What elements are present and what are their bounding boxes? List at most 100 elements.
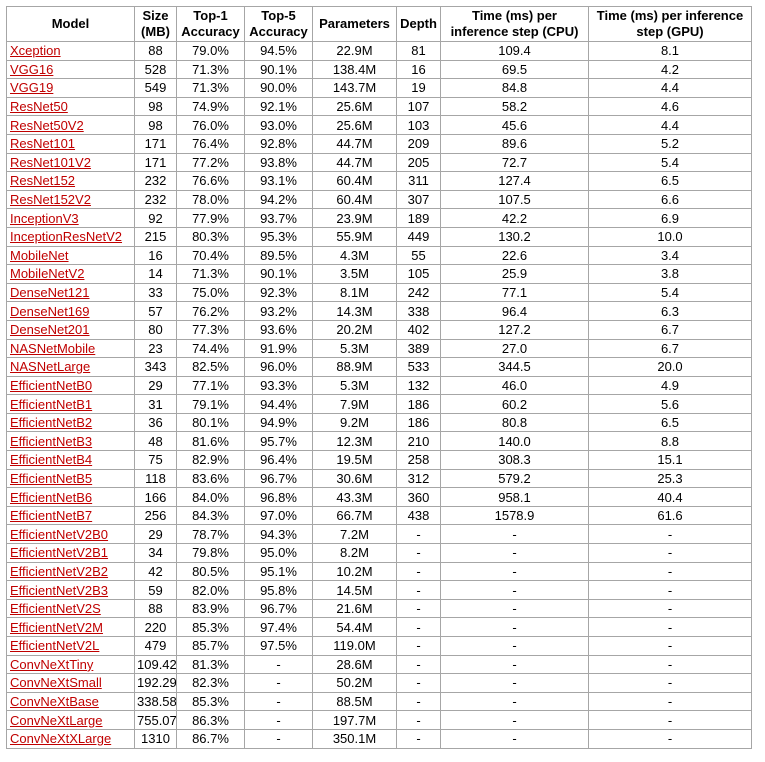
model-link[interactable]: EfficientNetB4 xyxy=(10,452,93,468)
table-row: EfficientNetV2B2 42 80.5% 95.1% 10.2M - - - xyxy=(6,561,752,582)
parameters-cell: 25.6M xyxy=(312,96,397,117)
depth-cell: - xyxy=(396,524,441,545)
parameters-cell: 143.7M xyxy=(312,78,397,98)
model-cell: InceptionResNetV2 xyxy=(6,226,135,247)
size-cell: 59 xyxy=(134,580,177,600)
table-row: EfficientNetV2B3 59 82.0% 95.8% 14.5M - - - xyxy=(6,580,752,600)
parameters-cell: 4.3M xyxy=(312,245,397,266)
model-cell: ConvNeXtTiny xyxy=(6,654,135,675)
table-body: Xception 88 79.0% 94.5% 22.9M 81 109.4 8.1 VGG16… xyxy=(6,41,752,749)
parameters-cell: 9.2M xyxy=(312,412,397,433)
model-link[interactable]: ResNet152V2 xyxy=(10,192,91,208)
model-cell: ConvNeXtSmall xyxy=(6,673,135,693)
model-link[interactable]: ResNet101 xyxy=(10,136,76,152)
model-link[interactable]: EfficientNetB7 xyxy=(10,508,93,524)
top1-accuracy-cell: 80.5% xyxy=(176,561,245,582)
depth-cell: - xyxy=(396,561,441,582)
model-cell: VGG16 xyxy=(6,59,135,80)
top5-accuracy-cell: 96.7% xyxy=(244,598,313,619)
cpu-time-cell: 958.1 xyxy=(440,487,589,507)
parameters-cell: 350.1M xyxy=(312,728,397,749)
model-link[interactable]: ResNet50V2 xyxy=(10,117,84,133)
model-link[interactable]: DenseNet201 xyxy=(10,322,90,338)
model-link[interactable]: EfficientNetB0 xyxy=(10,377,93,393)
cpu-time-cell: - xyxy=(440,617,589,637)
model-cell: InceptionV3 xyxy=(6,208,135,228)
gpu-time-cell: - xyxy=(588,580,752,600)
gpu-time-cell: 3.8 xyxy=(588,264,752,284)
top5-accuracy-cell: 93.7% xyxy=(244,208,313,228)
model-link[interactable]: Xception xyxy=(10,43,61,59)
top5-accuracy-cell: 97.4% xyxy=(244,617,313,637)
top1-accuracy-cell: 75.0% xyxy=(176,282,245,303)
gpu-time-cell: 6.6 xyxy=(588,189,752,210)
model-link[interactable]: ResNet152 xyxy=(10,173,76,189)
cpu-time-cell: 77.1 xyxy=(440,282,589,303)
model-link[interactable]: EfficientNetV2B2 xyxy=(10,563,109,579)
model-link[interactable]: ConvNeXtTiny xyxy=(10,656,94,672)
size-cell: 171 xyxy=(134,152,177,173)
top1-accuracy-cell: 78.0% xyxy=(176,189,245,210)
model-cell: EfficientNetV2B3 xyxy=(6,580,135,600)
gpu-time-cell: - xyxy=(588,710,752,730)
model-link[interactable]: MobileNet xyxy=(10,247,69,263)
model-link[interactable]: DenseNet169 xyxy=(10,303,90,319)
cpu-time-cell: 72.7 xyxy=(440,152,589,173)
model-link[interactable]: EfficientNetB2 xyxy=(10,415,93,431)
parameters-cell: 14.5M xyxy=(312,580,397,600)
gpu-time-cell: 4.2 xyxy=(588,59,752,80)
depth-cell: - xyxy=(396,691,441,712)
model-link[interactable]: EfficientNetB1 xyxy=(10,396,93,412)
top5-accuracy-cell: 90.1% xyxy=(244,59,313,80)
model-link[interactable]: MobileNetV2 xyxy=(10,266,85,282)
table-row: EfficientNetB0 29 77.1% 93.3% 5.3M 132 46.0 4.9 xyxy=(6,375,752,396)
size-cell: 192.29 xyxy=(134,673,177,693)
model-link[interactable]: ConvNeXtXLarge xyxy=(10,731,112,747)
model-link[interactable]: NASNetLarge xyxy=(10,359,91,375)
size-cell: 33 xyxy=(134,282,177,303)
parameters-cell: 43.3M xyxy=(312,487,397,507)
model-link[interactable]: VGG16 xyxy=(10,61,54,77)
model-link[interactable]: ConvNeXtSmall xyxy=(10,675,102,691)
parameters-cell: 60.4M xyxy=(312,171,397,191)
model-cell: ResNet50V2 xyxy=(6,115,135,135)
model-link[interactable]: EfficientNetV2L xyxy=(10,638,100,654)
model-link[interactable]: EfficientNetV2B0 xyxy=(10,526,109,542)
depth-cell: - xyxy=(396,728,441,749)
size-cell: 528 xyxy=(134,59,177,80)
size-cell: 171 xyxy=(134,133,177,154)
model-link[interactable]: VGG19 xyxy=(10,80,54,96)
depth-cell: 55 xyxy=(396,245,441,266)
cpu-time-cell: 127.4 xyxy=(440,171,589,191)
model-link[interactable]: InceptionV3 xyxy=(10,210,79,226)
model-link[interactable]: EfficientNetB6 xyxy=(10,489,93,505)
model-link[interactable]: InceptionResNetV2 xyxy=(10,229,123,245)
size-cell: 23 xyxy=(134,338,177,359)
depth-cell: 338 xyxy=(396,301,441,321)
model-link[interactable]: ResNet101V2 xyxy=(10,154,91,170)
model-link[interactable]: DenseNet121 xyxy=(10,285,90,301)
model-link[interactable]: EfficientNetB5 xyxy=(10,470,93,486)
model-link[interactable]: EfficientNetV2S xyxy=(10,601,101,617)
model-link[interactable]: ConvNeXtBase xyxy=(10,694,99,710)
parameters-cell: 50.2M xyxy=(312,673,397,693)
top1-accuracy-cell: 70.4% xyxy=(176,245,245,266)
header-top5-accuracy: Top-5 Accuracy xyxy=(244,6,313,42)
top1-accuracy-cell: 74.9% xyxy=(176,96,245,117)
model-cell: EfficientNetB2 xyxy=(6,412,135,433)
model-link[interactable]: EfficientNetV2B1 xyxy=(10,545,109,561)
model-link[interactable]: ConvNeXtLarge xyxy=(10,712,103,728)
top5-accuracy-cell: 93.0% xyxy=(244,115,313,135)
gpu-time-cell: 5.6 xyxy=(588,394,752,414)
model-cell: DenseNet201 xyxy=(6,319,135,340)
model-link[interactable]: ResNet50 xyxy=(10,99,68,115)
model-link[interactable]: EfficientNetV2M xyxy=(10,619,103,635)
model-link[interactable]: EfficientNetB3 xyxy=(10,433,93,449)
cpu-time-cell: - xyxy=(440,710,589,730)
gpu-time-cell: - xyxy=(588,636,752,656)
gpu-time-cell: 3.4 xyxy=(588,245,752,266)
model-link[interactable]: EfficientNetV2B3 xyxy=(10,582,109,598)
model-link[interactable]: NASNetMobile xyxy=(10,340,96,356)
table-row: EfficientNetB1 31 79.1% 94.4% 7.9M 186 60.2 5.6 xyxy=(6,394,752,414)
top1-accuracy-cell: 79.8% xyxy=(176,543,245,563)
